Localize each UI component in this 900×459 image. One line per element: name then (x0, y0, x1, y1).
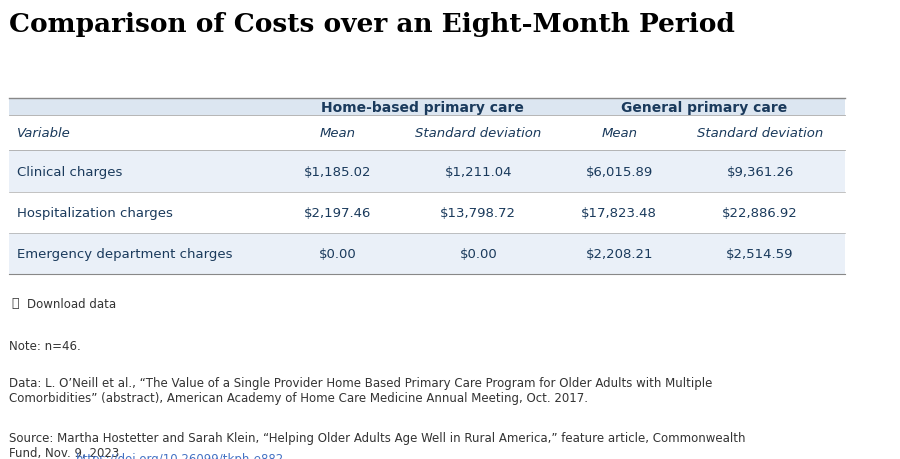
Text: $0.00: $0.00 (319, 247, 356, 260)
Text: Standard deviation: Standard deviation (697, 127, 824, 140)
Text: https://doi.org/10.26099/tkph-e882: https://doi.org/10.26099/tkph-e882 (76, 452, 284, 459)
Text: $13,798.72: $13,798.72 (440, 206, 517, 219)
Text: $2,514.59: $2,514.59 (726, 247, 794, 260)
Text: Emergency department charges: Emergency department charges (17, 247, 232, 260)
Text: $6,015.89: $6,015.89 (586, 165, 652, 178)
Bar (8, 99, 845, 116)
Text: Note: n=46.: Note: n=46. (8, 339, 80, 352)
Text: ⤓: ⤓ (11, 297, 19, 309)
Text: Mean: Mean (601, 127, 637, 140)
Text: Hospitalization charges: Hospitalization charges (17, 206, 173, 219)
Text: $0.00: $0.00 (459, 247, 497, 260)
Text: Variable: Variable (17, 127, 71, 140)
Bar (8, 233, 845, 274)
Text: $2,208.21: $2,208.21 (585, 247, 652, 260)
Text: General primary care: General primary care (621, 101, 788, 114)
Text: Standard deviation: Standard deviation (415, 127, 542, 140)
Text: $1,211.04: $1,211.04 (445, 165, 512, 178)
Text: Source: Martha Hostetter and Sarah Klein, “Helping Older Adults Age Well in Rura: Source: Martha Hostetter and Sarah Klein… (8, 431, 745, 459)
Text: $9,361.26: $9,361.26 (726, 165, 794, 178)
Text: Home-based primary care: Home-based primary care (321, 101, 524, 114)
Text: $22,886.92: $22,886.92 (722, 206, 798, 219)
Text: Comparison of Costs over an Eight-Month Period: Comparison of Costs over an Eight-Month … (8, 12, 734, 37)
Text: $1,185.02: $1,185.02 (303, 165, 371, 178)
Text: $17,823.48: $17,823.48 (581, 206, 657, 219)
Text: Data: L. O’Neill et al., “The Value of a Single Provider Home Based Primary Care: Data: L. O’Neill et al., “The Value of a… (8, 376, 712, 404)
Bar (8, 192, 845, 233)
Text: Mean: Mean (320, 127, 356, 140)
Bar (8, 151, 845, 192)
Text: Clinical charges: Clinical charges (17, 165, 122, 178)
Text: $2,197.46: $2,197.46 (303, 206, 371, 219)
Text: Download data: Download data (27, 297, 116, 310)
